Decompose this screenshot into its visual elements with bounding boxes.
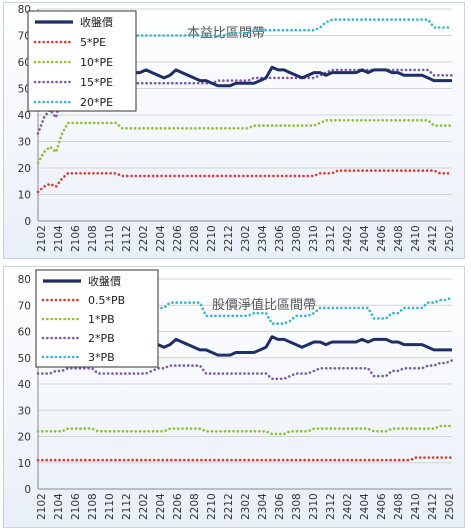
chart-2-legend-label: 0.5*PB: [88, 294, 125, 307]
chart-1-x-tick-label: 2502: [444, 225, 456, 252]
chart-1-x-tick-label: 2410: [410, 225, 422, 252]
chart-1-x-tick-label: 2204: [155, 225, 167, 252]
chart-1-y-tick-label: 10: [18, 190, 31, 202]
chart-1-x-tick-label: 2406: [376, 225, 388, 252]
chart-1-legend-label: 10*PE: [80, 56, 113, 69]
chart-1-x-tick-label: 2206: [172, 225, 184, 252]
chart-2-x-tick-label: 2406: [376, 493, 388, 520]
chart-2-x-tick-label: 2104: [53, 493, 65, 520]
chart-1-y-tick-label: 20: [18, 163, 31, 175]
chart-2-x-tick-label: 2208: [189, 493, 201, 520]
chart-2-series-line-1: [36, 456, 454, 462]
chart-2-legend-label: 3*PB: [88, 351, 115, 364]
chart-1-legend-label: 收盤價: [80, 15, 113, 29]
chart-1-y-tick-label: 30: [18, 137, 31, 149]
chart-2-series-line-3: [36, 359, 454, 381]
chart-2-y-tick-label: 10: [18, 458, 31, 470]
chart-2-x-tick-label: 2502: [444, 493, 456, 520]
chart-2-x-tick-label: 2102: [36, 493, 48, 520]
chart-1-series-line-2: [36, 119, 454, 164]
chart-1-x-tick-label: 2412: [427, 225, 439, 252]
chart-1-x-tick-label: 2110: [104, 225, 116, 252]
chart-1-x-tick-label: 2112: [121, 225, 133, 252]
chart-1-x-tick-label: 2408: [393, 225, 405, 252]
chart-2-x-tick-label: 2408: [393, 493, 405, 520]
chart-1-x-tick-label: 2304: [257, 225, 269, 252]
chart-1-x-tick-label: 2210: [206, 225, 218, 252]
chart-2-y-tick-label: 60: [18, 327, 31, 339]
chart-2-legend-label: 收盤價: [88, 274, 121, 288]
chart-2-x-tick-label: 2412: [427, 493, 439, 520]
chart-1-x-tick-label: 2312: [325, 225, 337, 252]
chart-2-x-tick-label: 2110: [104, 493, 116, 520]
chart-2-x-tick-label: 2204: [155, 493, 167, 520]
pb-band-chart: 0 10 20 30 40 50 60 70 80 2102 2104 2106 2108 2110 211…: [18, 269, 456, 520]
chart-2-x-tick-label: 2304: [257, 493, 269, 520]
chart-2-series-line-2: [36, 424, 454, 436]
chart-2-x-tick-label: 2112: [121, 493, 133, 520]
chart-2-x-tick-label: 2302: [240, 493, 252, 520]
chart-2-x-tick-label: 2206: [172, 493, 184, 520]
chart-2-x-tick-label: 2402: [342, 493, 354, 520]
chart-1-y-tick-label: 0: [24, 216, 31, 228]
chart-2-y-tick-label: 0: [24, 484, 31, 496]
chart-2-y-tick-label: 50: [18, 353, 31, 365]
chart-1-x-tick-label: 2402: [342, 225, 354, 252]
chart-1-x-tick-label: 2308: [291, 225, 303, 252]
chart-1-x-tick-label: 2106: [70, 225, 82, 252]
chart-2-x-tick-label: 2306: [274, 493, 286, 520]
chart-2-x-tick-label: 2106: [70, 493, 82, 520]
chart-1-x-tick-label: 2302: [240, 225, 252, 252]
chart-1-x-tick-label: 2102: [36, 225, 48, 252]
chart-1-x-tick-label: 2404: [359, 225, 371, 252]
chart-1-x-tick-label: 2202: [138, 225, 150, 252]
chart-1-legend-label: 20*PE: [80, 96, 113, 109]
chart-2-legend-label: 2*PB: [88, 332, 115, 345]
chart-2-y-tick-label: 20: [18, 432, 31, 444]
chart-2-x-tick-label: 2212: [223, 493, 235, 520]
chart-1-x-tick-label: 2208: [189, 225, 201, 252]
chart-1-x-tick-label: 2306: [274, 225, 286, 252]
chart-1-x-tick-label: 2104: [53, 225, 65, 252]
chart-1-x-tick-label: 2108: [87, 225, 99, 252]
chart-1-x-tick-label: 2310: [308, 225, 320, 252]
chart-1-legend: 收盤價 5*PE 10*PE 15*PE 20*PE: [27, 10, 137, 112]
chart-2-legend-label: 1*PB: [88, 313, 115, 326]
chart-1-legend-label: 5*PE: [80, 36, 106, 49]
chart-2-legend: 收盤價 0.5*PB 1*PB 2*PB 3*PB: [35, 269, 159, 368]
chart-2-x-tick-label: 2210: [206, 493, 218, 520]
chart-1-annotation: 本益比區間帶: [187, 26, 265, 41]
chart-2-x-tick-label: 2108: [87, 493, 99, 520]
chart-2-y-tick-label: 70: [18, 300, 31, 312]
chart-2-x-tick-label: 2410: [410, 493, 422, 520]
chart-2-x-tick-label: 2312: [325, 493, 337, 520]
pe-band-chart-panel: 0 10 20 30 40 50 60 70 80 2102 2104 2106 2108 2110 211…: [3, 2, 465, 259]
chart-1-legend-box: [27, 10, 137, 112]
chart-2-x-tick-label: 2202: [138, 493, 150, 520]
chart-1-series-line-1: [36, 169, 454, 194]
chart-2-y-tick-label: 40: [18, 379, 31, 391]
chart-1-legend-label: 15*PE: [80, 76, 113, 89]
pb-band-chart-panel: 0 10 20 30 40 50 60 70 80 2102 2104 2106 2108 2110 211…: [3, 266, 465, 528]
chart-2-x-tick-label: 2404: [359, 493, 371, 520]
chart-2-x-tick-label: 2308: [291, 493, 303, 520]
chart-2-y-tick-label: 30: [18, 405, 31, 417]
chart-1-x-tick-label: 2212: [223, 225, 235, 252]
chart-1-y-tick-label: 40: [18, 110, 31, 122]
chart-2-y-tick-label: 80: [18, 274, 31, 286]
chart-2-x-tick-label: 2310: [308, 493, 320, 520]
chart-2-annotation: 股價淨值比區間帶: [212, 297, 316, 313]
